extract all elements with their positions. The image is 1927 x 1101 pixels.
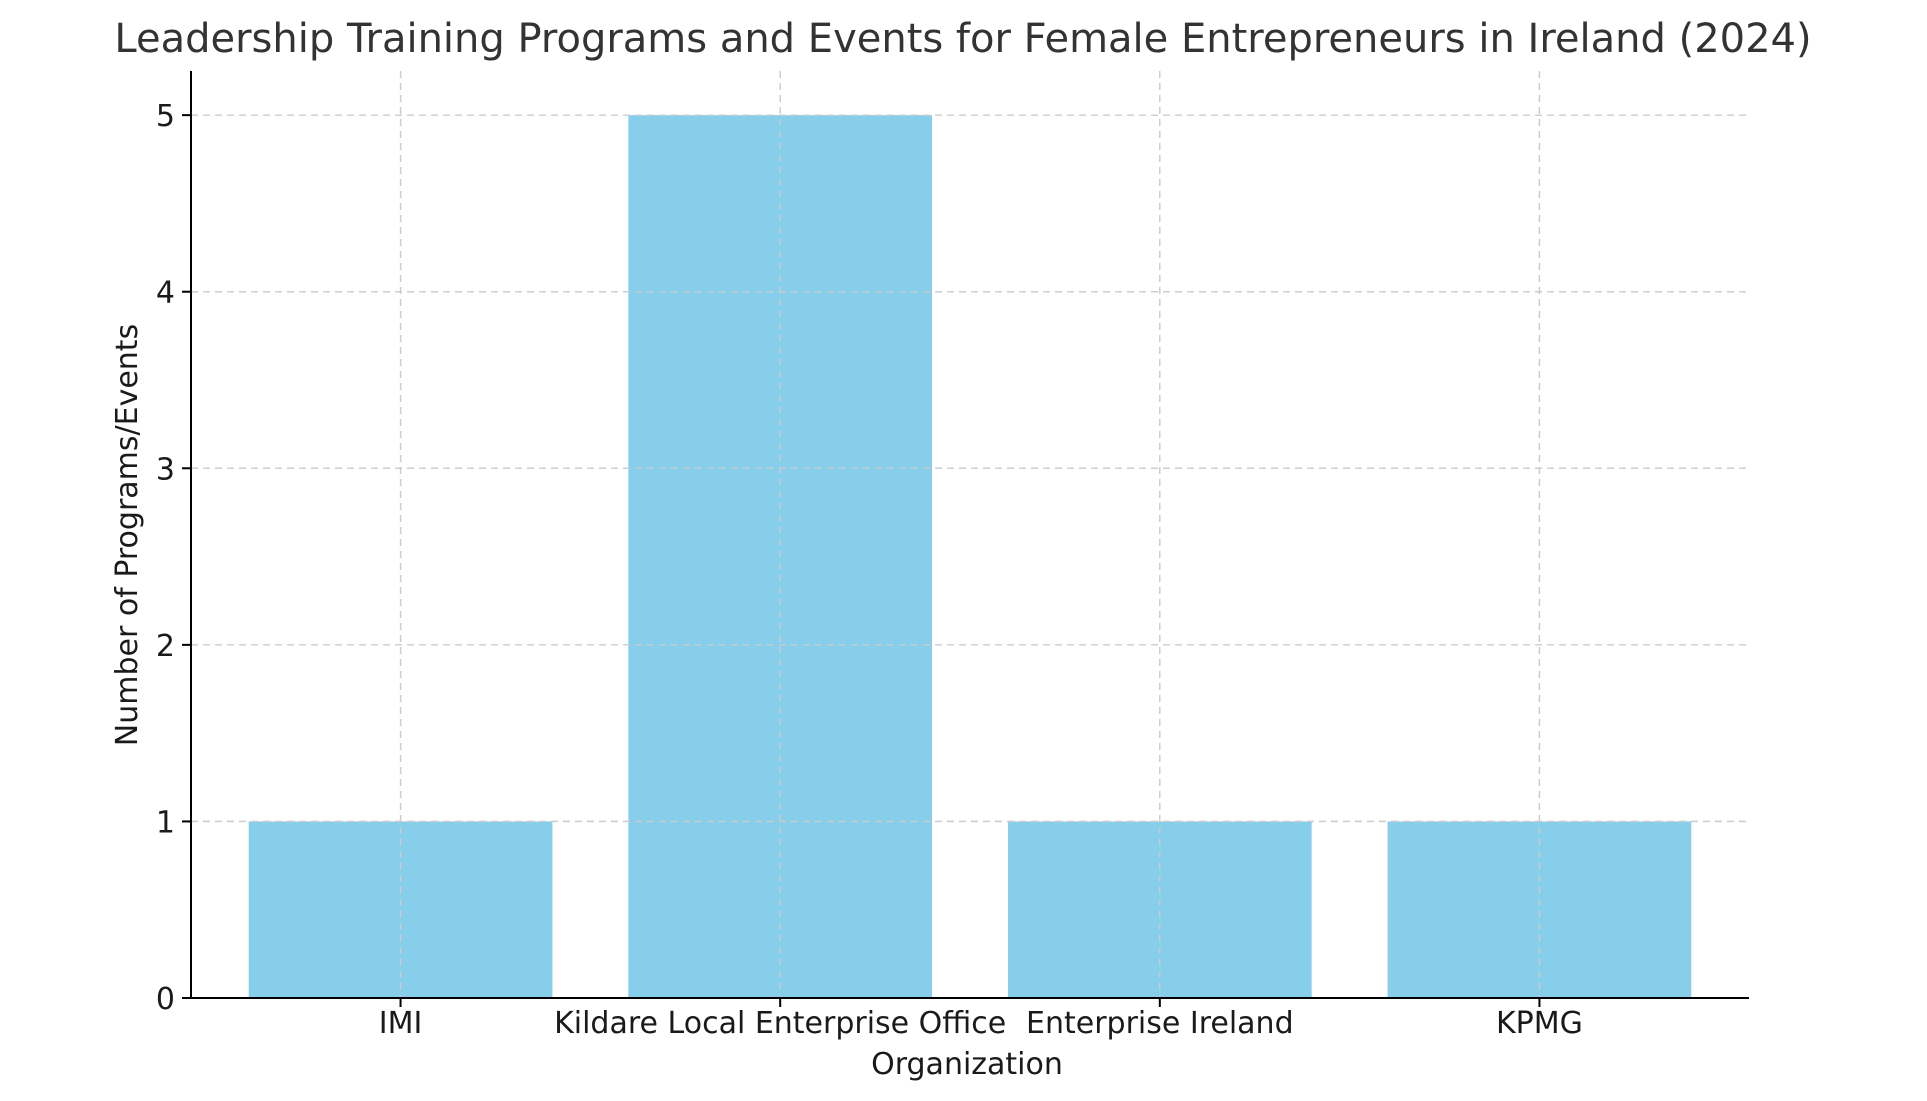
x-axis-label: Organization xyxy=(871,1047,1063,1082)
bars-layer xyxy=(191,71,1749,998)
chart-title: Leadership Training Programs and Events … xyxy=(114,16,1811,62)
x-tick-label: Kildare Local Enterprise Office xyxy=(554,1006,1006,1041)
y-tick-label: 4 xyxy=(156,276,175,311)
y-tick-label: 1 xyxy=(156,805,175,840)
y-tick-label: 0 xyxy=(156,982,175,1017)
x-tick-label: IMI xyxy=(379,1006,423,1041)
axes-layer xyxy=(190,71,1749,999)
y-tick-label: 2 xyxy=(156,629,175,664)
ticks-layer: 0 1 2 3 4 5 IMI Kildare Local Enterprise Office… xyxy=(156,99,1583,1041)
bar xyxy=(1007,821,1312,998)
bar xyxy=(1387,821,1692,998)
bar xyxy=(248,821,553,998)
y-tick-label: 5 xyxy=(156,99,175,134)
y-axis-label: Number of Programs/Events xyxy=(110,324,145,746)
x-tick-label: KPMG xyxy=(1496,1006,1583,1041)
x-tick-label: Enterprise Ireland xyxy=(1026,1006,1294,1041)
y-tick-label: 3 xyxy=(156,452,175,487)
